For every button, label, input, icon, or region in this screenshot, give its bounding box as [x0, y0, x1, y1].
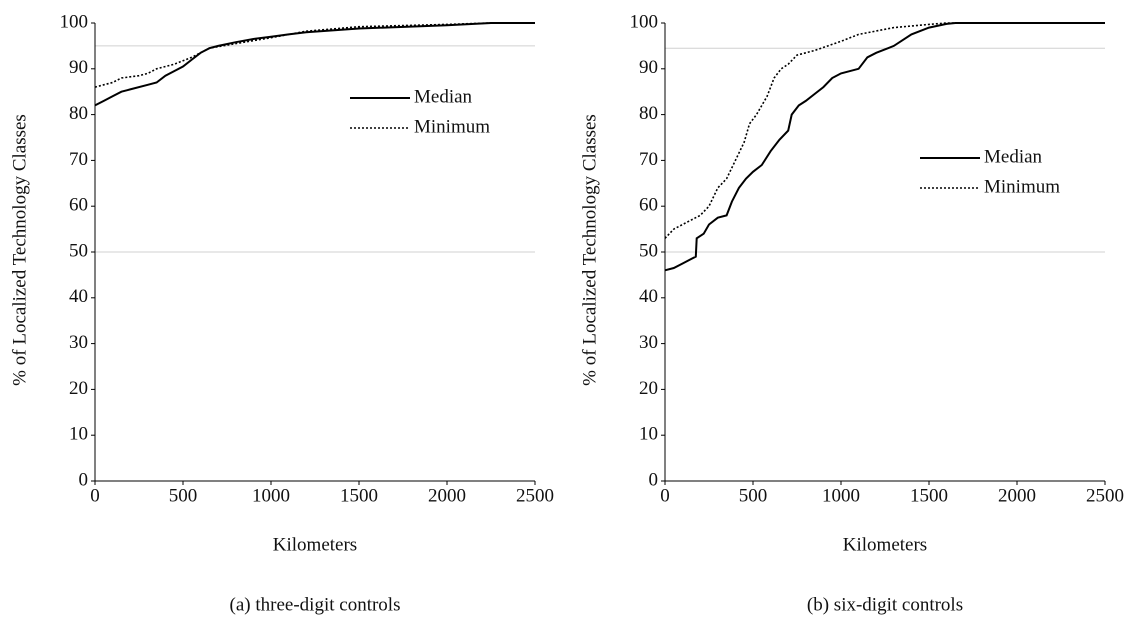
y-tick-label: 80 [69, 103, 88, 124]
x-tick-label: 1500 [910, 485, 948, 506]
x-tick-label: 2500 [516, 485, 554, 506]
y-tick-label: 40 [639, 286, 658, 307]
y-tick-label: 20 [639, 378, 658, 399]
legend-label: Minimum [414, 116, 490, 137]
data-line [664, 22, 1105, 239]
x-tick-label: 0 [660, 485, 670, 506]
y-tick-label: 50 [639, 240, 658, 261]
y-tick-label: 40 [69, 286, 88, 307]
y-tick-label: 90 [69, 57, 88, 78]
y-tick-label: 90 [639, 57, 658, 78]
legend-label: Minimum [984, 176, 1060, 197]
y-tick-label: 0 [649, 469, 659, 490]
y-tick-label: 10 [639, 424, 658, 445]
y-tick-label: 20 [69, 378, 88, 399]
caption: (b) six-digit controls [807, 594, 963, 615]
y-axis-label: % of Localized Technology Classes [579, 114, 600, 386]
x-tick-label: 500 [739, 485, 768, 506]
data-line [664, 22, 1105, 272]
x-axis-label: Kilometers [273, 534, 357, 555]
x-tick-label: 1500 [340, 485, 378, 506]
x-tick-label: 2000 [428, 485, 466, 506]
x-tick-label: 1000 [822, 485, 860, 506]
x-tick-label: 1000 [252, 485, 290, 506]
y-tick-label: 30 [639, 332, 658, 353]
y-tick-label: 100 [60, 11, 89, 32]
y-tick-label: 10 [69, 424, 88, 445]
y-tick-label: 60 [69, 195, 88, 216]
x-axis-label: Kilometers [843, 534, 927, 555]
y-tick-label: 70 [69, 149, 88, 170]
y-tick-label: 60 [639, 195, 658, 216]
x-tick-label: 2000 [998, 485, 1036, 506]
y-tick-label: 0 [79, 469, 89, 490]
y-tick-label: 70 [639, 149, 658, 170]
x-tick-label: 0 [90, 485, 100, 506]
legend-label: Median [414, 86, 473, 107]
y-tick-label: 50 [69, 240, 88, 261]
data-line [94, 22, 535, 107]
x-tick-label: 500 [169, 485, 198, 506]
y-tick-label: 80 [639, 103, 658, 124]
caption: (a) three-digit controls [230, 594, 401, 615]
data-line [94, 22, 535, 88]
y-tick-label: 30 [69, 332, 88, 353]
y-tick-label: 100 [630, 11, 659, 32]
y-axis-label: % of Localized Technology Classes [9, 114, 30, 386]
x-tick-label: 2500 [1086, 485, 1124, 506]
legend-label: Median [984, 146, 1043, 167]
